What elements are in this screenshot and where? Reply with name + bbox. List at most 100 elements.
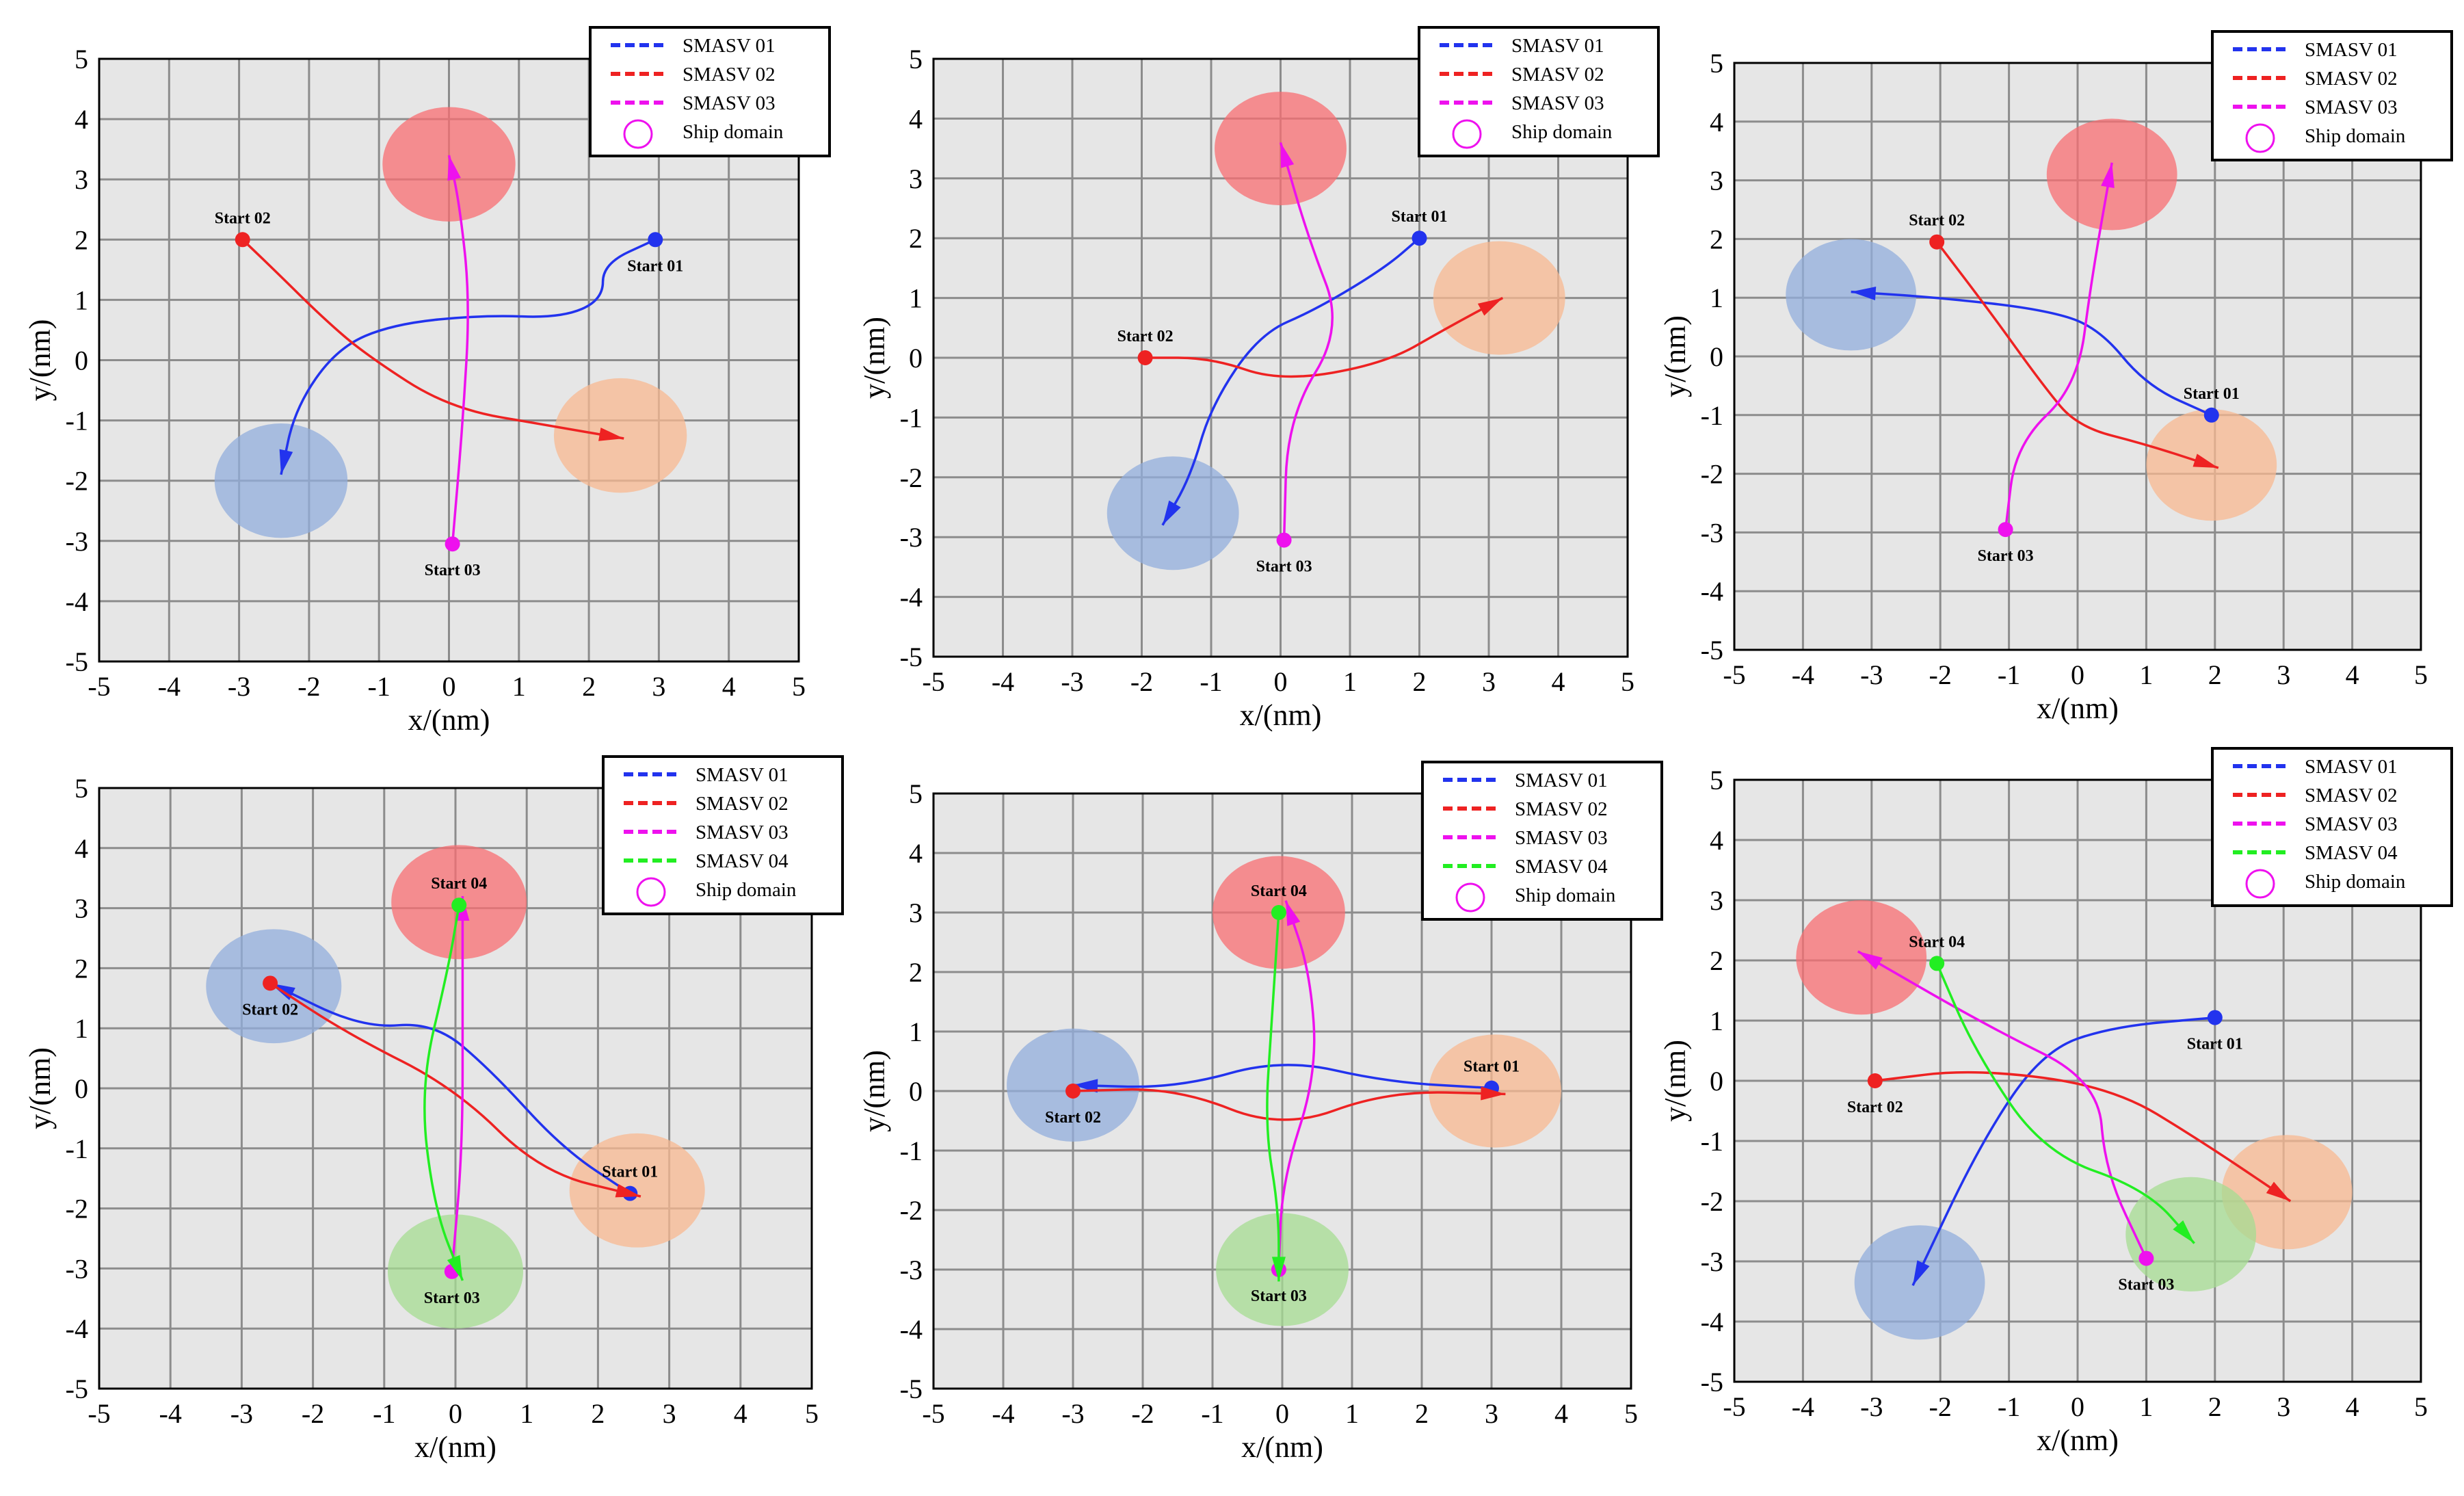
legend-label-1: SMASV 01: [696, 764, 789, 786]
x-tick-label: -3: [228, 671, 250, 702]
trajectory-3: [1857, 950, 2147, 1259]
legend-label-1: SMASV 01: [683, 35, 776, 57]
legend-domain-icon: [1455, 882, 1485, 913]
y-tick-label: -1: [1701, 400, 1723, 431]
legend-label-1: SMASV 01: [1511, 35, 1604, 57]
x-tick-label: -1: [1998, 1391, 2020, 1422]
legend: SMASV 01 SMASV 02 SMASV 03 Ship domain: [589, 26, 831, 157]
start-label-4: Start 04: [1251, 882, 1307, 900]
x-tick-label: -1: [373, 1398, 395, 1429]
trajectory-3: [1277, 900, 1316, 1270]
y-tick-label: 2: [909, 223, 923, 254]
start-label-1: Start 01: [627, 257, 683, 275]
ship-arrow-3: [1280, 142, 1295, 168]
x-tick-label: -4: [158, 671, 181, 702]
legend: SMASV 01 SMASV 02 SMASV 03 SMASV 04 Ship dom…: [602, 755, 844, 915]
start-label-1: Start 01: [2184, 385, 2240, 403]
x-tick-label: 2: [2208, 659, 2222, 690]
y-axis-label: y/(nm): [23, 1047, 57, 1129]
trajectory-3: [2004, 162, 2113, 530]
ship-domain-2: [2221, 1135, 2353, 1250]
x-tick-label: 4: [2346, 659, 2359, 690]
x-tick-label: -4: [992, 666, 1014, 697]
axis-ticks: -5-5 -4 -4 -3 -3 -2 -2 -1 -1 0 0 1 1 2 2 3 3 4 4 5 5: [66, 44, 806, 702]
y-tick-label: 3: [909, 163, 923, 194]
legend-label-3: SMASV 03: [696, 822, 789, 843]
start-marker-3: [2138, 1250, 2154, 1266]
x-tick-label: 1: [520, 1398, 533, 1429]
start-label-4: Start 04: [1909, 933, 1965, 951]
y-tick-label: -2: [900, 1195, 923, 1226]
y-tick-label: -4: [66, 1313, 88, 1344]
start-marker-2: [235, 232, 250, 248]
trajectory-2: [1935, 241, 2219, 469]
start-marker-2: [1065, 1084, 1081, 1099]
ship-arrow-2: [1477, 298, 1503, 316]
ship-domain-3: [1854, 1225, 1985, 1340]
start-label-2: Start 02: [242, 1001, 298, 1019]
axis-ticks: -5-5 -4 -4 -3 -3 -2 -2 -1 -1 0 0 1 1 2 2 3 3 4 4 5 5: [900, 44, 1634, 697]
x-tick-label: -5: [1723, 659, 1745, 690]
trajectory-1: [280, 238, 657, 475]
y-tick-label: -1: [1701, 1126, 1723, 1157]
y-tick-label: -4: [1701, 576, 1723, 607]
ship-arrow-2: [1481, 1086, 1506, 1101]
start-label-3: Start 03: [1978, 547, 2034, 565]
legend-label-5: Ship domain: [696, 879, 797, 901]
axis-ticks: -5-5 -4 -4 -3 -3 -2 -2 -1 -1 0 0 1 1 2 2 3 3 4 4 5 5: [1701, 48, 2428, 690]
y-tick-label: 1: [909, 1016, 923, 1047]
plot-frame: [932, 57, 1629, 658]
x-tick-label: -5: [922, 666, 944, 697]
plot-frame: [1733, 778, 2422, 1383]
start-marker-4: [1271, 905, 1286, 920]
plot-frame: [98, 57, 800, 663]
x-tick-label: -5: [88, 671, 110, 702]
start-label-1: Start 01: [2187, 1036, 2243, 1053]
x-tick-label: -2: [1929, 1391, 1952, 1422]
y-tick-label: -3: [66, 526, 88, 557]
ship-arrow-4: [2173, 1220, 2195, 1244]
start-label-2: Start 02: [1909, 212, 1965, 230]
start-marker-3: [445, 536, 460, 552]
y-tick-label: 2: [75, 224, 88, 255]
y-tick-label: 3: [1710, 166, 1723, 196]
legend-label-3: SMASV 03: [2305, 813, 2398, 835]
x-tick-label: -1: [1998, 659, 2020, 690]
y-tick-label: -4: [1701, 1307, 1723, 1337]
legend-label-2: SMASV 02: [696, 793, 789, 815]
x-tick-label: 5: [1621, 666, 1634, 697]
y-tick-label: 2: [909, 957, 923, 988]
start-marker-4: [1929, 956, 1945, 971]
start-label-3: Start 03: [2118, 1276, 2174, 1294]
x-tick-label: -5: [88, 1398, 110, 1429]
y-tick-label: 4: [909, 838, 923, 869]
y-tick-label: 4: [1710, 825, 1723, 856]
ship-arrow-1: [1851, 287, 1877, 300]
x-tick-label: -4: [1792, 1391, 1814, 1422]
legend-domain-icon: [1452, 119, 1482, 149]
y-tick-label: 1: [75, 285, 88, 315]
start-marker-1: [2203, 407, 2219, 423]
y-axis-label: y/(nm): [858, 1050, 891, 1132]
x-tick-label: -2: [1130, 666, 1153, 697]
legend-box: [1418, 26, 1660, 157]
y-axis-label: y/(nm): [1658, 1040, 1692, 1122]
legend-label-2: SMASV 02: [1515, 798, 1608, 820]
x-tick-label: 0: [1275, 1398, 1289, 1429]
y-tick-label: -4: [66, 586, 88, 617]
legend-label-1: SMASV 01: [1515, 770, 1608, 791]
y-tick-label: 2: [1710, 945, 1723, 976]
y-tick-label: -4: [900, 1314, 923, 1345]
legend-label-5: Ship domain: [2305, 871, 2406, 893]
y-tick-label: 0: [75, 345, 88, 376]
start-label-3: Start 03: [1256, 558, 1312, 576]
x-tick-label: 2: [582, 671, 596, 702]
ship-arrow-3: [2101, 162, 2115, 189]
x-tick-label: -2: [302, 1398, 324, 1429]
start-marker-1: [1412, 231, 1427, 246]
ship-arrow-1: [1913, 1260, 1930, 1286]
y-tick-label: 5: [909, 44, 923, 75]
start-label-2: Start 02: [1117, 328, 1174, 345]
legend-label-3: SMASV 03: [2305, 96, 2398, 118]
y-tick-label: 5: [75, 44, 88, 75]
